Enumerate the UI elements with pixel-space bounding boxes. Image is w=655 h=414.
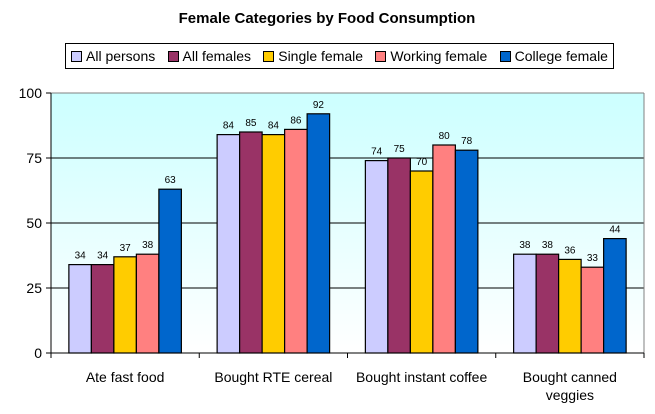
bar [306,113,331,354]
bars [68,113,627,354]
x-tick-label: Bought canned [523,369,617,385]
data-label: 34 [97,251,109,262]
legend-label: Single female [278,48,364,64]
bar [113,256,137,354]
x-tick-label: veggies [546,387,594,403]
legend: All persons All females Single female Worki… [65,43,614,69]
data-label: 75 [394,144,406,155]
data-label: 34 [75,251,87,262]
y-tick-label: 75 [26,150,42,166]
bar [90,264,115,354]
bar [535,253,560,354]
data-label: 85 [245,118,257,129]
legend-swatch [499,50,511,62]
data-label: 84 [268,121,280,132]
legend-label: Working female [390,48,488,64]
bar [364,160,389,354]
data-label: 37 [120,243,132,254]
data-label: 70 [416,157,428,168]
legend-swatch [375,50,387,62]
data-label: 78 [461,136,473,147]
data-label: 36 [564,245,576,256]
bar [68,264,92,354]
bar [513,253,537,354]
bar [558,258,582,354]
data-label: 38 [542,240,554,251]
data-label: 33 [587,253,599,264]
bar [580,266,605,354]
y-tick-label: 0 [34,345,42,361]
bar [454,149,479,354]
legend-item: All persons [71,48,155,64]
y-tick-label: 100 [19,85,43,101]
legend-item: All females [167,48,251,64]
data-label: 80 [439,131,451,142]
legend-swatch [263,50,275,62]
legend-item: Single female [263,48,363,64]
data-label: 84 [223,121,235,132]
legend-swatch [167,50,179,62]
data-label: 38 [519,240,531,251]
bar [261,134,286,354]
legend-label: College female [514,48,608,64]
legend-swatch [71,50,82,62]
bar [387,157,411,354]
bar [432,144,456,354]
legend-item: Working female [375,48,487,64]
data-label: 86 [290,115,302,126]
data-label: 92 [313,100,325,111]
bar [284,128,308,354]
x-tick-label: Ate fast food [86,369,165,385]
bar [158,188,182,354]
data-label: 44 [609,225,621,236]
bar [216,134,241,354]
data-label: 74 [371,147,383,158]
data-label: 63 [165,175,177,186]
legend-label: All persons [86,48,156,64]
bar [603,238,627,354]
y-tick-label: 25 [26,280,42,296]
bar [135,253,160,354]
chart-title: Female Categories by Food Consumption [179,10,476,27]
bar [409,170,434,354]
x-tick-label: Bought instant coffee [356,369,487,385]
data-label: 38 [142,240,154,251]
axes: 0 25 50 75 100 Ate fast food Bought RTE cereal… [19,85,645,403]
bar [239,131,263,354]
x-tick-label: Bought RTE cereal [214,369,332,385]
legend-label: All females [182,48,251,64]
data-labels: 34 34 37 38 63 84 85 84 86 92 74 75 70 80 78 38 38 36 33 44 [75,100,621,264]
legend-item: College female [499,48,608,64]
y-tick-label: 50 [26,215,42,231]
